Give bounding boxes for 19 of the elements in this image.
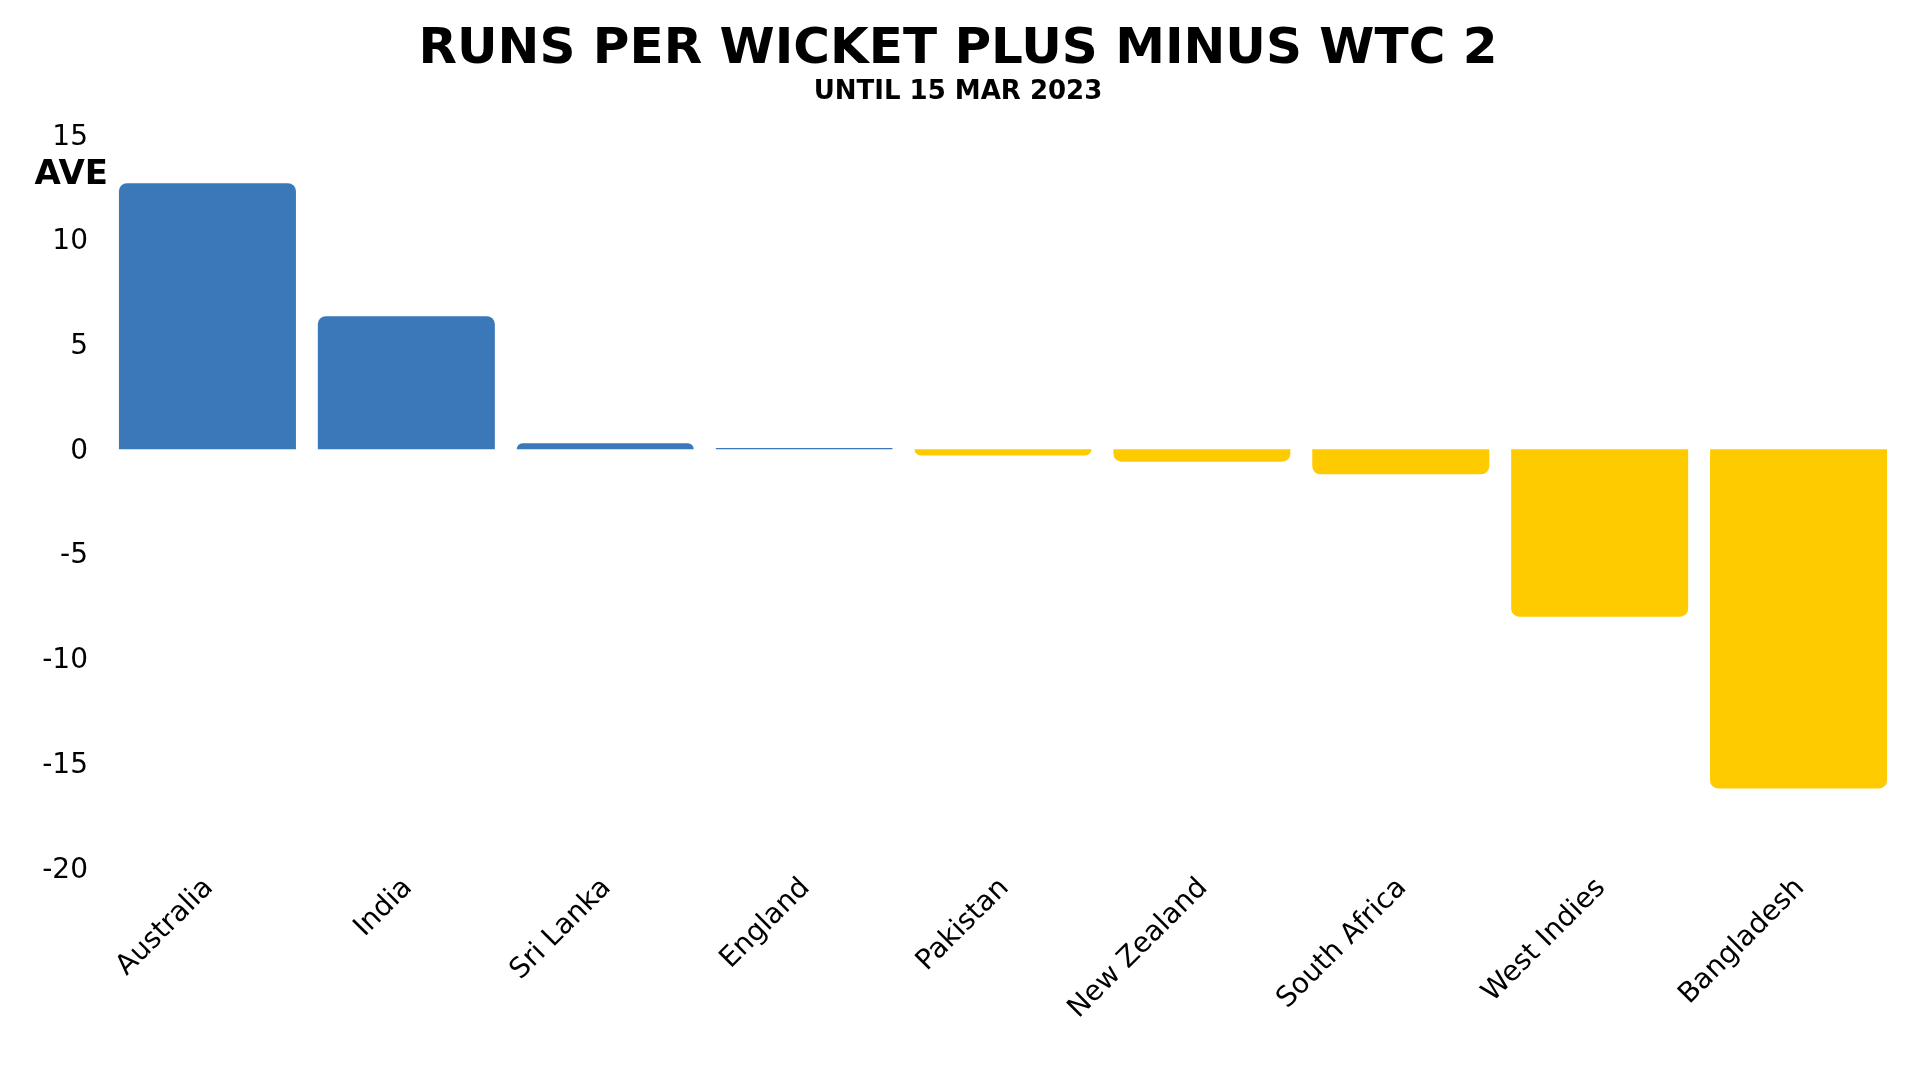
bar <box>118 183 296 450</box>
y-tick-label: -5 <box>60 537 88 571</box>
bar <box>1710 449 1888 789</box>
bar <box>516 443 694 450</box>
y-tick-label: -10 <box>42 642 88 676</box>
bar <box>1312 449 1490 475</box>
bar <box>1511 449 1689 617</box>
bar <box>1113 449 1291 462</box>
bar <box>317 316 495 450</box>
y-tick-label: 5 <box>70 327 88 361</box>
y-tick-label: 0 <box>70 432 88 466</box>
y-tick-label: 10 <box>52 223 88 257</box>
y-tick-label: -20 <box>42 851 88 885</box>
chart-title: RUNS PER WICKET PLUS MINUS WTC 2 <box>418 17 1498 75</box>
y-tick-label: 15 <box>52 118 88 152</box>
bar <box>914 449 1092 456</box>
chart-subtitle: UNTIL 15 MAR 2023 <box>813 75 1103 105</box>
y-axis-title: AVE <box>34 152 108 192</box>
y-tick-label: -15 <box>42 746 88 780</box>
